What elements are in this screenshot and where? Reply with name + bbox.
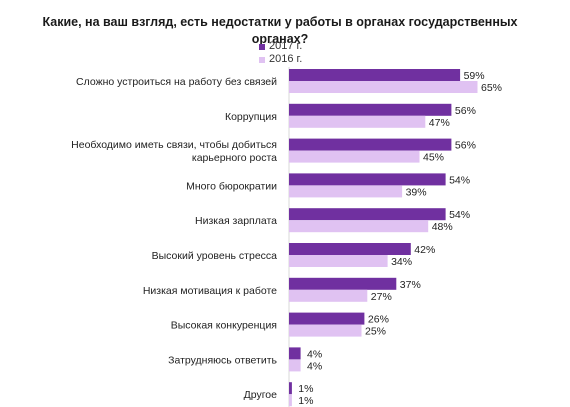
- category-label: Сложно устроиться на работу без связей: [76, 76, 277, 88]
- bar-2017: [289, 103, 452, 116]
- bar-2017: [289, 312, 365, 325]
- bar-2017: [289, 382, 292, 395]
- data-label: 48%: [432, 221, 453, 233]
- data-label: 59%: [464, 70, 485, 82]
- bar-2017: [289, 173, 446, 186]
- legend-item-2016: 2016 г.: [259, 53, 302, 66]
- category-label: Необходимо иметь связи, чтобы добиться ка…: [71, 139, 277, 164]
- bar-2017: [289, 243, 411, 255]
- data-label: 45%: [423, 152, 444, 164]
- legend: 2017 г. 2016 г.: [259, 40, 302, 66]
- category-label: Другое: [244, 389, 278, 401]
- category-label: Коррупция: [225, 111, 277, 123]
- data-label: 47%: [429, 117, 450, 129]
- legend-swatch-2017: [259, 43, 265, 50]
- category-label: Низкая зарплата: [195, 215, 277, 227]
- bar-2016: [289, 220, 429, 233]
- data-label: 34%: [391, 256, 412, 268]
- bar-2016: [289, 185, 403, 198]
- bar-2016: [289, 115, 426, 128]
- bar-2017: [289, 347, 301, 360]
- data-label: 56%: [455, 105, 476, 117]
- bar-2016: [289, 324, 362, 337]
- data-label: 4%: [307, 348, 322, 360]
- data-label: 1%: [298, 383, 313, 395]
- category-label: Затрудняюсь ответить: [168, 354, 277, 366]
- bar-2016: [289, 394, 292, 407]
- data-label: 65%: [481, 82, 502, 94]
- legend-item-2017: 2017 г.: [259, 40, 302, 53]
- chart-title: Какие, на ваш взгляд, есть недостатки у …: [42, 15, 518, 46]
- data-label: 42%: [414, 244, 435, 256]
- bar-2016: [289, 81, 478, 93]
- category-label: Много бюрократии: [186, 180, 277, 192]
- data-label: 1%: [298, 395, 313, 407]
- bar-2016: [289, 255, 388, 267]
- legend-label-2017: 2017 г.: [269, 40, 303, 52]
- data-label: 54%: [449, 174, 470, 186]
- data-label: 4%: [307, 360, 322, 372]
- bar-2016: [289, 289, 368, 302]
- bar-2016: [289, 359, 301, 372]
- category-label: Высокая конкуренция: [171, 320, 277, 332]
- legend-label-2016: 2016 г.: [269, 53, 303, 65]
- data-label: 54%: [449, 209, 470, 221]
- legend-swatch-2016: [259, 56, 265, 63]
- data-label: 26%: [368, 314, 389, 326]
- data-label: 56%: [455, 140, 476, 152]
- data-label: 27%: [371, 291, 392, 303]
- bar-2017: [289, 138, 452, 151]
- bar-2017: [289, 208, 446, 221]
- data-label: 25%: [365, 326, 386, 338]
- bar-2017: [289, 69, 461, 81]
- category-label: Низкая мотивация к работе: [143, 285, 277, 297]
- data-label: 39%: [406, 186, 427, 198]
- category-label: Высокий уровень стресса: [152, 250, 278, 262]
- bar-2016: [289, 150, 420, 163]
- data-label: 37%: [400, 279, 421, 291]
- bar-2017: [289, 277, 397, 290]
